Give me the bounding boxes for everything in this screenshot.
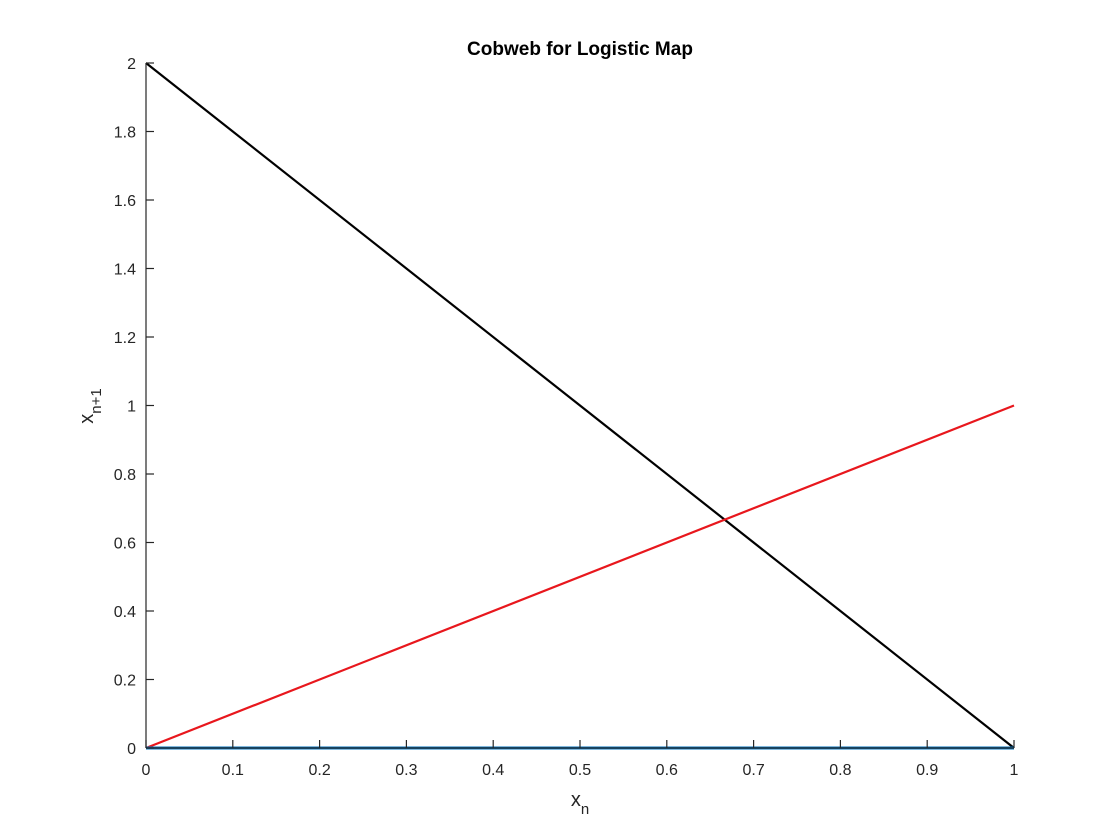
x-axis-label-base: x (571, 789, 581, 811)
y-tick-label: 2 (127, 56, 136, 73)
x-tick-label: 0.6 (656, 762, 678, 779)
x-tick-label: 0.2 (308, 762, 330, 779)
x-tick-label: 1 (1010, 762, 1019, 779)
ticks-layer: 0 0.1 0.2 0.3 0.4 0.5 0.6 0.7 0.8 0.9 1 0 0.2 0.4 0.6 0… (114, 56, 1019, 779)
y-axis-label-base: x (76, 414, 98, 424)
y-tick-label: 1.4 (114, 262, 136, 279)
chart-title: Cobweb for Logistic Map (467, 39, 693, 60)
x-tick-label: 0.5 (569, 762, 591, 779)
y-tick-label: 1.2 (114, 330, 136, 347)
y-tick-label: 0.6 (114, 536, 136, 553)
x-tick-label: 0 (142, 762, 151, 779)
y-tick-label: 1.6 (114, 193, 136, 210)
series-line-1 (145, 62, 1015, 749)
y-tick-label: 0.2 (114, 673, 136, 690)
x-tick-label: 0.9 (916, 762, 938, 779)
y-tick-label: 0.8 (114, 467, 136, 484)
y-axis-label: xn+1 (76, 388, 105, 423)
x-axis-label: xn (571, 789, 589, 818)
y-tick-label: 0 (127, 741, 136, 758)
y-axis-label-subscript: n+1 (88, 388, 105, 413)
x-tick-label: 0.8 (829, 762, 851, 779)
y-tick-label: 1 (127, 399, 136, 416)
x-axis-label-subscript: n (581, 801, 589, 818)
y-tick-label: 1.8 (114, 125, 136, 142)
x-tick-label: 0.1 (222, 762, 244, 779)
y-tick-label: 0.4 (114, 604, 136, 621)
series-line-2 (145, 404, 1015, 750)
x-tick-label: 0.7 (742, 762, 764, 779)
x-tick-label: 0.4 (482, 762, 504, 779)
x-tick-label: 0.3 (395, 762, 417, 779)
